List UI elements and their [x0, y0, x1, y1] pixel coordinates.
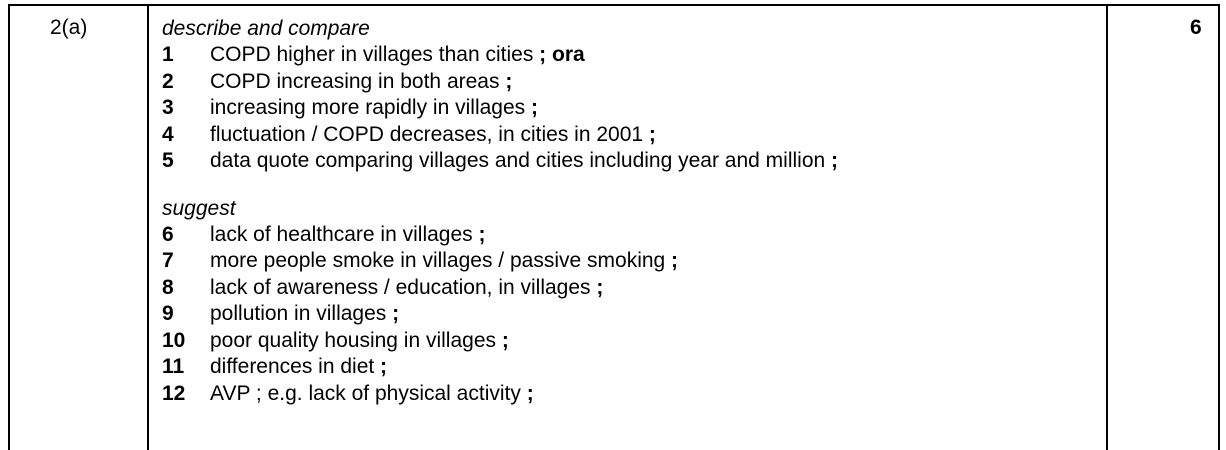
list-item: 4 fluctuation / COPD decreases, in citie…	[162, 122, 1092, 149]
item-suffix: ;	[496, 328, 509, 352]
item-number: 8	[162, 275, 174, 299]
question-number: 2(a)	[50, 16, 88, 39]
item-number: 6	[162, 222, 174, 246]
list-item: 9 pollution in villages ;	[162, 301, 1092, 328]
item-text: AVP ; e.g. lack of physical activity ;	[210, 381, 534, 405]
item-number: 2	[162, 69, 174, 93]
item-suffix: ;	[825, 149, 839, 172]
list-item: 8 lack of awareness / education, in vill…	[162, 275, 1092, 302]
section-spacer	[162, 175, 1092, 196]
list-item: 1 COPD higher in villages than cities ; …	[162, 42, 1092, 69]
item-text: increasing more rapidly in villages ;	[210, 96, 538, 119]
item-number: 7	[162, 249, 174, 272]
item-suffix: ;	[374, 355, 388, 378]
item-text: pollution in villages ;	[210, 302, 400, 325]
answer-content: describe and compare 1 COPD higher in vi…	[162, 16, 1092, 407]
item-text: lack of awareness / education, in villag…	[210, 275, 604, 299]
list-item: 6 lack of healthcare in villages ;	[162, 222, 1092, 249]
item-number: 4	[162, 122, 174, 146]
item-suffix: ;	[520, 381, 534, 405]
column-divider-answer	[1106, 4, 1108, 450]
item-text: COPD higher in villages than cities ; or…	[210, 43, 585, 66]
list-item: 11 differences in diet ;	[162, 354, 1092, 381]
item-suffix: ;	[665, 249, 679, 272]
list-item: 10 poor quality housing in villages ;	[162, 328, 1092, 355]
item-text: data quote comparing villages and cities…	[210, 149, 839, 172]
item-text: fluctuation / COPD decreases, in cities …	[210, 122, 656, 146]
item-text: poor quality housing in villages ;	[210, 328, 509, 352]
item-number: 1	[162, 43, 174, 66]
item-text: COPD increasing in both areas ;	[210, 69, 513, 93]
list-item: 2 COPD increasing in both areas ;	[162, 69, 1092, 96]
item-number: 10	[162, 328, 186, 352]
marks-value: 6	[1190, 16, 1202, 39]
mark-scheme-table: 2(a) 6 describe and compare 1 COPD highe…	[8, 0, 1220, 450]
item-number: 5	[162, 149, 174, 172]
item-suffix: ;	[525, 96, 538, 119]
list-item: 5 data quote comparing villages and citi…	[162, 148, 1092, 175]
item-number: 12	[162, 381, 186, 405]
item-suffix: ;	[386, 302, 400, 325]
item-text: more people smoke in villages / passive …	[210, 249, 679, 272]
item-text: lack of healthcare in villages ;	[210, 222, 486, 246]
item-number: 3	[162, 96, 174, 119]
list-item: 12 AVP ; e.g. lack of physical activity …	[162, 381, 1092, 408]
table-right-border	[1218, 4, 1220, 450]
table-left-border	[8, 4, 10, 450]
item-number: 9	[162, 302, 174, 325]
section-heading-describe: describe and compare	[162, 17, 370, 40]
list-item: 3 increasing more rapidly in villages ;	[162, 95, 1092, 122]
item-suffix: ;	[472, 222, 486, 246]
table-top-border	[8, 4, 1220, 6]
item-number: 11	[162, 355, 185, 378]
section-heading-suggest: suggest	[162, 196, 236, 220]
column-divider-question	[147, 4, 149, 450]
list-item: 7 more people smoke in villages / passiv…	[162, 248, 1092, 275]
item-text: differences in diet ;	[210, 355, 388, 378]
item-suffix: ;	[499, 69, 513, 93]
item-suffix: ; ora	[533, 43, 585, 66]
item-suffix: ;	[643, 122, 656, 146]
item-suffix: ;	[590, 275, 604, 299]
